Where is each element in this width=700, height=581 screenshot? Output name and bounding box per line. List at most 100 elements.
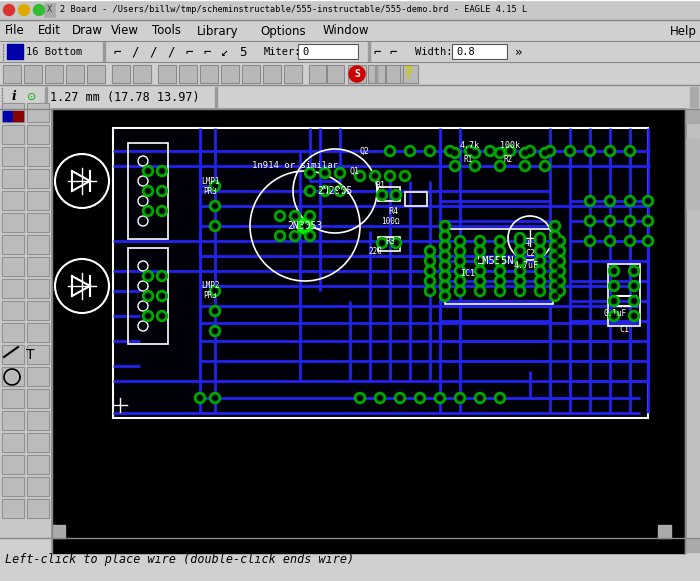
Circle shape <box>564 145 575 156</box>
Bar <box>0 85 700 109</box>
Circle shape <box>419 397 421 399</box>
Circle shape <box>473 150 478 156</box>
Bar <box>27 191 49 210</box>
Text: View: View <box>111 24 139 38</box>
Circle shape <box>557 238 563 244</box>
Circle shape <box>212 328 218 334</box>
Circle shape <box>631 298 637 304</box>
Circle shape <box>145 273 150 279</box>
Circle shape <box>479 250 482 252</box>
Circle shape <box>297 218 313 234</box>
Circle shape <box>424 246 435 256</box>
Bar <box>452 44 507 59</box>
Bar <box>2 389 24 408</box>
Circle shape <box>522 150 528 156</box>
Bar <box>298 44 358 59</box>
Circle shape <box>633 300 636 302</box>
Circle shape <box>428 149 431 152</box>
Circle shape <box>160 314 163 317</box>
Circle shape <box>519 250 522 252</box>
Text: ⌐: ⌐ <box>374 45 382 59</box>
Bar <box>87 65 105 83</box>
Circle shape <box>624 145 636 156</box>
Circle shape <box>554 275 566 286</box>
Bar <box>200 65 218 83</box>
Bar <box>405 192 427 206</box>
Bar <box>0 109 52 129</box>
Circle shape <box>608 239 611 242</box>
Circle shape <box>554 295 556 297</box>
Circle shape <box>612 314 615 317</box>
Circle shape <box>444 275 447 277</box>
Text: 4.7uF: 4.7uF <box>514 261 538 271</box>
Circle shape <box>212 395 218 401</box>
Text: IC1: IC1 <box>460 268 475 278</box>
Circle shape <box>157 185 167 196</box>
Text: Window: Window <box>323 24 370 38</box>
Text: /: / <box>149 45 157 59</box>
Circle shape <box>537 258 542 264</box>
Circle shape <box>34 5 45 16</box>
Circle shape <box>552 253 558 259</box>
Circle shape <box>517 238 523 244</box>
Circle shape <box>544 164 547 167</box>
Circle shape <box>457 278 463 284</box>
Circle shape <box>159 188 164 194</box>
Bar <box>378 237 400 251</box>
Circle shape <box>554 275 556 277</box>
Bar <box>7 44 23 59</box>
Circle shape <box>552 293 558 299</box>
Circle shape <box>474 164 477 167</box>
Circle shape <box>477 258 483 264</box>
Circle shape <box>304 225 307 227</box>
Circle shape <box>209 306 220 317</box>
Circle shape <box>212 288 218 294</box>
Circle shape <box>349 66 365 82</box>
Circle shape <box>400 170 410 181</box>
Circle shape <box>337 188 343 194</box>
Bar <box>27 169 49 188</box>
Circle shape <box>498 164 501 167</box>
Circle shape <box>454 256 466 267</box>
Circle shape <box>290 210 300 221</box>
Bar <box>284 65 302 83</box>
Circle shape <box>428 279 431 282</box>
Circle shape <box>528 149 531 152</box>
Bar <box>2 367 24 386</box>
Bar <box>2 411 24 430</box>
Circle shape <box>335 185 346 196</box>
Text: C1: C1 <box>619 325 629 333</box>
Circle shape <box>475 275 486 286</box>
Text: File: File <box>5 24 24 38</box>
Circle shape <box>427 148 433 154</box>
Circle shape <box>212 203 218 209</box>
Circle shape <box>559 250 561 252</box>
Circle shape <box>629 310 640 321</box>
Bar <box>2 323 24 342</box>
Bar <box>2 477 24 496</box>
Circle shape <box>554 225 556 227</box>
Circle shape <box>519 239 522 242</box>
Circle shape <box>304 231 316 242</box>
Text: 1.27 mm (17.78 13.97): 1.27 mm (17.78 13.97) <box>50 91 199 103</box>
Circle shape <box>440 250 451 261</box>
Circle shape <box>538 260 541 263</box>
Bar <box>27 125 49 144</box>
Circle shape <box>467 148 473 154</box>
Circle shape <box>554 285 566 296</box>
Circle shape <box>444 245 447 248</box>
Circle shape <box>497 288 503 294</box>
Circle shape <box>631 268 637 274</box>
Circle shape <box>608 266 620 277</box>
Bar <box>242 65 260 83</box>
Circle shape <box>475 393 486 403</box>
Bar <box>309 65 327 83</box>
Circle shape <box>607 218 612 224</box>
Circle shape <box>547 148 553 154</box>
Bar <box>112 65 130 83</box>
Circle shape <box>442 283 448 289</box>
Circle shape <box>535 266 545 277</box>
Circle shape <box>498 239 501 242</box>
Circle shape <box>519 148 531 159</box>
Circle shape <box>391 238 402 249</box>
